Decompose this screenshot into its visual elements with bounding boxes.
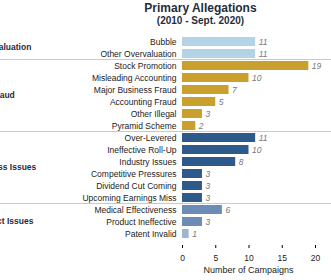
svg-text:Bubble: Bubble bbox=[150, 37, 177, 47]
svg-text:Stock Promotion: Stock Promotion bbox=[114, 61, 177, 71]
svg-text:Competitive Pressures: Competitive Pressures bbox=[91, 169, 177, 179]
svg-text:Misleading Accounting: Misleading Accounting bbox=[92, 73, 177, 83]
svg-text:Other Overvaluation: Other Overvaluation bbox=[100, 49, 176, 59]
svg-text:Industry Issues: Industry Issues bbox=[119, 157, 176, 167]
svg-text:7: 7 bbox=[232, 85, 237, 95]
svg-text:Upcoming Earnings Miss: Upcoming Earnings Miss bbox=[82, 193, 176, 203]
svg-text:Medical Effectiveness: Medical Effectiveness bbox=[94, 205, 176, 215]
svg-text:1: 1 bbox=[192, 229, 197, 239]
svg-text:Business Issues: Business Issues bbox=[0, 162, 37, 172]
svg-text:8: 8 bbox=[239, 157, 244, 167]
svg-text:3: 3 bbox=[205, 193, 210, 203]
svg-text:Overvaluation: Overvaluation bbox=[0, 42, 31, 52]
svg-text:Product Ineffective: Product Ineffective bbox=[106, 217, 177, 227]
svg-text:15: 15 bbox=[278, 253, 288, 263]
svg-text:5: 5 bbox=[213, 253, 218, 263]
svg-text:0: 0 bbox=[180, 253, 185, 263]
svg-text:10: 10 bbox=[244, 253, 254, 263]
svg-text:3: 3 bbox=[205, 181, 210, 191]
html-text:(2010 - Sept. 2020): (2010 - Sept. 2020) bbox=[156, 15, 245, 26]
svg-text:Other Illegal: Other Illegal bbox=[131, 109, 177, 119]
svg-text:11: 11 bbox=[259, 37, 268, 47]
svg-text:Accounting Fraud: Accounting Fraud bbox=[110, 97, 177, 107]
svg-text:6: 6 bbox=[225, 205, 230, 215]
svg-text:19: 19 bbox=[312, 61, 322, 71]
svg-text:11: 11 bbox=[259, 49, 268, 59]
svg-text:20: 20 bbox=[311, 253, 321, 263]
svg-text:Ineffective Roll-Up: Ineffective Roll-Up bbox=[107, 145, 177, 155]
svg-text:Pyramid Scheme: Pyramid Scheme bbox=[112, 121, 177, 131]
svg-text:3: 3 bbox=[205, 169, 210, 179]
svg-text:Over-Levered: Over-Levered bbox=[125, 133, 177, 143]
svg-text:Patent Invalid: Patent Invalid bbox=[125, 229, 177, 239]
svg-text:Major Business Fraud: Major Business Fraud bbox=[94, 85, 177, 95]
svg-text:11: 11 bbox=[259, 133, 268, 143]
svg-text:Dividend Cut Coming: Dividend Cut Coming bbox=[96, 181, 177, 191]
svg-text:5: 5 bbox=[219, 97, 224, 107]
svg-text:10: 10 bbox=[252, 145, 262, 155]
svg-text:Product Issues: Product Issues bbox=[0, 216, 34, 226]
svg-text:2: 2 bbox=[198, 121, 204, 131]
html-text:Primary Allegations: Primary Allegations bbox=[144, 1, 257, 15]
svg-text:10: 10 bbox=[252, 73, 262, 83]
svg-text:Fraud: Fraud bbox=[0, 90, 15, 100]
svg-text:3: 3 bbox=[205, 109, 210, 119]
svg-text:3: 3 bbox=[205, 217, 210, 227]
svg-text:Number of Campaigns: Number of Campaigns bbox=[203, 265, 294, 275]
